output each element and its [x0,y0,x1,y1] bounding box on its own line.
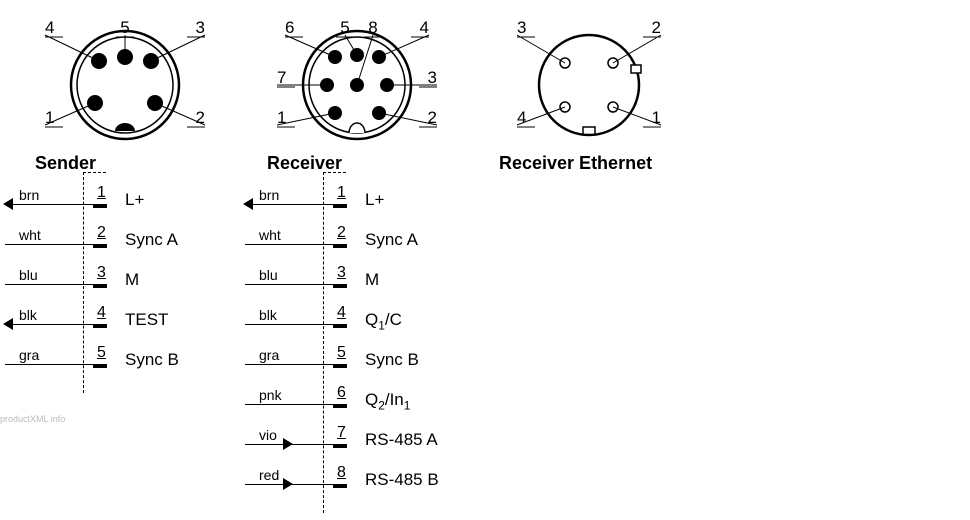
svg-text:3: 3 [196,18,205,37]
pin-number: 1 [337,184,346,202]
svg-text:2: 2 [196,108,205,127]
svg-text:6: 6 [285,18,294,37]
pin-row: pnk6Q2/In1 [285,384,475,424]
signal-label: RS-485 A [365,430,438,450]
connector-diagram: 4 5 3 1 2 [35,5,215,145]
connector-title: Receiver Ethernet [499,153,652,174]
pin-number: 4 [97,304,106,322]
pin-row: blu3M [45,264,235,304]
signal-label: TEST [125,310,168,330]
pin-row: blk4Q1/C [285,304,475,344]
svg-text:7: 7 [277,68,286,87]
connector-row: 45312Sender65847312Receiver3241Receiver … [0,0,970,174]
pin-number: 5 [97,344,106,362]
svg-text:2: 2 [652,18,661,37]
pin-row: vio7RS-485 A [285,424,475,464]
pin-row: wht2Sync A [45,224,235,264]
signal-label: Sync A [125,230,178,250]
wire-color: pnk [259,387,282,403]
pinout-tables: brn 1 L+ wht 2 Sync A blu 3 Mblk 4 TEST gra 5 Sync B b… [0,184,970,504]
pin-row: brn1L+ [45,184,235,224]
wire-color: red [259,467,279,483]
signal-label: Sync B [365,350,419,370]
wire-color: vio [259,427,277,443]
pin-row: gra5Sync B [45,344,235,384]
svg-text:5: 5 [120,18,129,37]
svg-text:1: 1 [45,108,54,127]
signal-label: L+ [125,190,144,210]
signal-label: M [125,270,139,290]
receiver-pinout: brn1L+wht2Sync Ablu3Mblk4Q1/Cgra5Sync Bp… [285,184,475,504]
pin-row: blk4TEST [45,304,235,344]
svg-text:4: 4 [45,18,54,37]
wire-color: gra [259,347,279,363]
svg-text:3: 3 [428,68,437,87]
connector-diagram: 3 2 4 1 [499,5,679,145]
sender-pinout: brn1L+wht2Sync Ablu3Mblk4TESTgra5Sync B [45,184,235,504]
wire-color: blk [259,307,277,323]
connector-diagram: 6 58 4 7 3 1 2 [267,5,447,145]
pin-number: 5 [337,344,346,362]
svg-text:3: 3 [517,18,526,37]
pin-number: 2 [97,224,106,242]
wire-color: gra [19,347,39,363]
wire-color: brn [19,187,39,203]
signal-label: M [365,270,379,290]
connector-title: Receiver [267,153,342,174]
pin-row: blu3M [285,264,475,304]
signal-label: Sync A [365,230,418,250]
svg-text:5: 5 [340,18,349,37]
wire-color: blk [19,307,37,323]
svg-text:2: 2 [428,108,437,127]
pin-number: 3 [337,264,346,282]
connector-block: 4 5 3 1 2 Sender [35,5,215,174]
pin-row: brn1L+ [285,184,475,224]
pin-number: 6 [337,384,346,402]
pin-row: gra5Sync B [285,344,475,384]
pin-number: 1 [97,184,106,202]
pin-number: 8 [337,464,346,482]
signal-label: RS-485 B [365,470,439,490]
watermark: productXML info [0,414,65,424]
signal-label: L+ [365,190,384,210]
signal-label: Q1/C [365,310,402,332]
signal-label: Sync B [125,350,179,370]
wire-color: blu [259,267,278,283]
signal-label: Q2/In1 [365,390,410,412]
pin-number: 4 [337,304,346,322]
wire-color: wht [19,227,41,243]
pin-row: red8RS-485 B [285,464,475,504]
pin-row: wht2Sync A [285,224,475,264]
pin-number: 3 [97,264,106,282]
wire-color: wht [259,227,281,243]
svg-text:1: 1 [652,108,661,127]
connector-block: 6 58 4 7 3 1 2 Receiver [267,5,447,174]
wire-color: brn [259,187,279,203]
wire-color: blu [19,267,38,283]
svg-text:8: 8 [368,18,377,37]
connector-title: Sender [35,153,96,174]
svg-text:1: 1 [277,108,286,127]
svg-text:4: 4 [420,18,429,37]
pin-number: 2 [337,224,346,242]
svg-text:4: 4 [517,108,526,127]
connector-block: 3 2 4 1 Receiver Ethernet [499,5,679,174]
pin-number: 7 [337,424,346,442]
